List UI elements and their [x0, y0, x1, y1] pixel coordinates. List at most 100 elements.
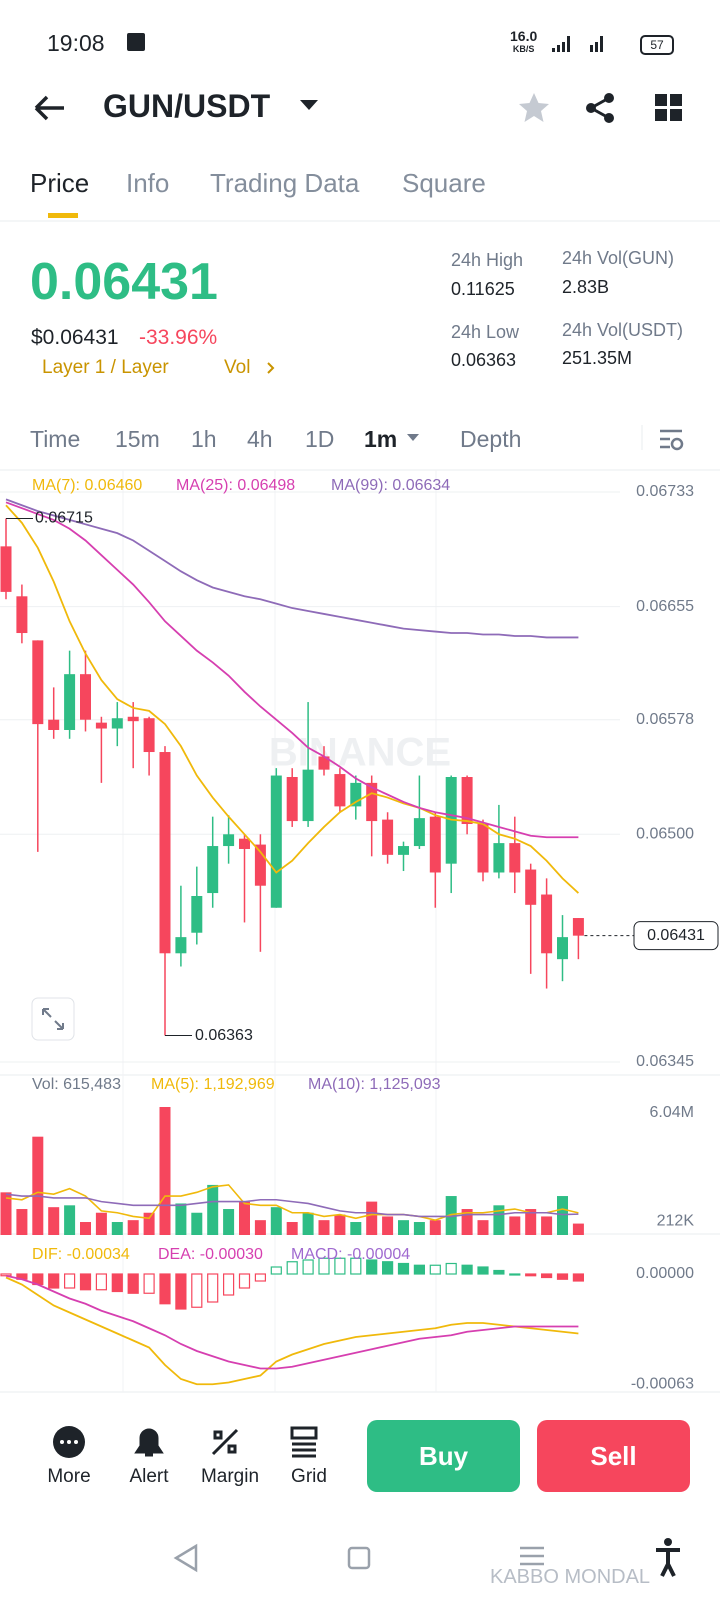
nav-home[interactable] — [347, 1546, 371, 1570]
volume-bar — [572, 1223, 584, 1235]
macd-bar — [175, 1273, 187, 1310]
current-price-label: 0.06431 — [647, 927, 705, 944]
indicator-line — [5, 504, 580, 894]
macd-bar — [318, 1257, 330, 1275]
candle-body — [382, 819, 394, 855]
legend-label: MA(25): 0.06498 — [176, 477, 295, 494]
macd-bar — [556, 1273, 569, 1280]
legend-label: MA(7): 0.06460 — [32, 477, 142, 494]
candle-body — [350, 782, 362, 807]
toolbar-action[interactable]: Margin — [200, 1466, 260, 1487]
navigation-bar — [173, 1538, 680, 1577]
candle-body — [223, 834, 235, 847]
interval[interactable]: Time — [30, 426, 81, 452]
y-tick-label: 6.04M — [650, 1104, 694, 1121]
stat-label: 24h Low — [451, 322, 520, 342]
candle-body — [398, 846, 409, 855]
interval[interactable]: 1D — [305, 426, 335, 452]
tab[interactable]: Price — [30, 168, 90, 198]
legend-label: DIF: -0.00034 — [32, 1246, 130, 1263]
interval[interactable]: 4h — [247, 426, 273, 452]
candle-body — [32, 640, 44, 725]
stat-label: 24h Vol(USDT) — [562, 320, 684, 340]
watermark-author: KABBO MONDAL — [490, 1566, 651, 1588]
price-change: -33.96% — [139, 326, 218, 349]
volume-bar — [207, 1184, 219, 1235]
macd-bar — [270, 1266, 282, 1275]
volume-bar — [382, 1216, 394, 1235]
nav-menu[interactable] — [520, 1546, 544, 1566]
chart-settings[interactable] — [658, 427, 686, 453]
candle-body — [493, 843, 505, 873]
indicator-line — [5, 1184, 579, 1221]
current-price-tag — [633, 921, 719, 951]
net-speed: 16.0 KB/S — [510, 29, 537, 56]
tab[interactable]: Trading Data — [210, 168, 360, 198]
buy-button[interactable]: Buy — [367, 1420, 520, 1492]
pair-dropdown[interactable] — [298, 98, 320, 112]
macd-bar — [191, 1273, 203, 1308]
macd-bar — [429, 1264, 441, 1275]
tab[interactable]: Square — [402, 168, 486, 198]
legend-label: MA(99): 0.06634 — [331, 477, 450, 494]
volume-bar — [557, 1196, 568, 1235]
macd-bar — [254, 1273, 266, 1282]
battery: 57 — [640, 35, 674, 55]
interval-dropdown[interactable] — [406, 433, 420, 443]
tag[interactable]: Vol — [224, 357, 251, 378]
macd-bar — [159, 1273, 171, 1305]
last-price: 0.06431 — [30, 253, 218, 311]
nav-back[interactable] — [173, 1543, 198, 1573]
tag[interactable]: Layer 1 / Layer — [42, 357, 169, 378]
interval[interactable]: 15m — [115, 426, 160, 452]
candle-body — [175, 937, 187, 954]
toolbar-action[interactable]: Grid — [291, 1466, 327, 1487]
volume-bar — [398, 1220, 409, 1235]
candle-body — [80, 674, 91, 720]
volume-bar — [302, 1212, 314, 1235]
interval[interactable]: Depth — [460, 426, 522, 452]
tab[interactable]: Info — [126, 168, 170, 198]
volume-bar — [270, 1207, 282, 1235]
y-tick-label: 0.06655 — [636, 598, 694, 615]
stat-value: 0.11625 — [451, 279, 515, 299]
volume-bar — [48, 1207, 60, 1235]
candle-body — [429, 816, 441, 873]
stat-label: 24h Vol(GUN) — [562, 248, 675, 268]
macd-bar — [143, 1273, 155, 1294]
accessibility[interactable] — [656, 1548, 680, 1577]
macd-bar — [223, 1273, 235, 1296]
macd-bar — [413, 1264, 425, 1275]
volume-bar — [286, 1222, 298, 1235]
macd-bar — [461, 1264, 473, 1275]
candle-body — [302, 769, 314, 822]
candle-body — [270, 775, 282, 908]
expand-button[interactable] — [31, 997, 75, 1041]
candle-body — [143, 718, 155, 753]
volume-bar — [111, 1222, 123, 1235]
candle-body — [318, 756, 330, 770]
legend-label: MACD: -0.00004 — [291, 1246, 410, 1263]
volume-bar — [413, 1222, 425, 1235]
sell-button[interactable]: Sell — [537, 1420, 690, 1492]
toolbar-action[interactable]: More — [47, 1466, 91, 1487]
interval[interactable]: 1h — [191, 426, 217, 452]
macd-bar — [540, 1273, 553, 1279]
layout-button[interactable] — [654, 93, 684, 123]
volume-bar — [541, 1216, 553, 1235]
share-button[interactable] — [583, 91, 617, 125]
y-tick-label: 212K — [657, 1212, 695, 1229]
candle-body — [48, 719, 60, 730]
candle-body — [572, 918, 584, 936]
macd-bar — [79, 1273, 92, 1291]
macd-bar — [0, 1273, 12, 1277]
pair-title[interactable]: GUN/USDT — [103, 88, 271, 124]
macd-bar — [207, 1273, 219, 1303]
favorite-button[interactable] — [517, 91, 551, 125]
interval[interactable]: 1m — [364, 426, 398, 452]
candle-body — [557, 937, 568, 960]
macd-bar — [445, 1262, 457, 1275]
back-button[interactable] — [32, 92, 68, 124]
candle-body — [413, 818, 425, 847]
toolbar-action[interactable]: Alert — [129, 1466, 169, 1487]
